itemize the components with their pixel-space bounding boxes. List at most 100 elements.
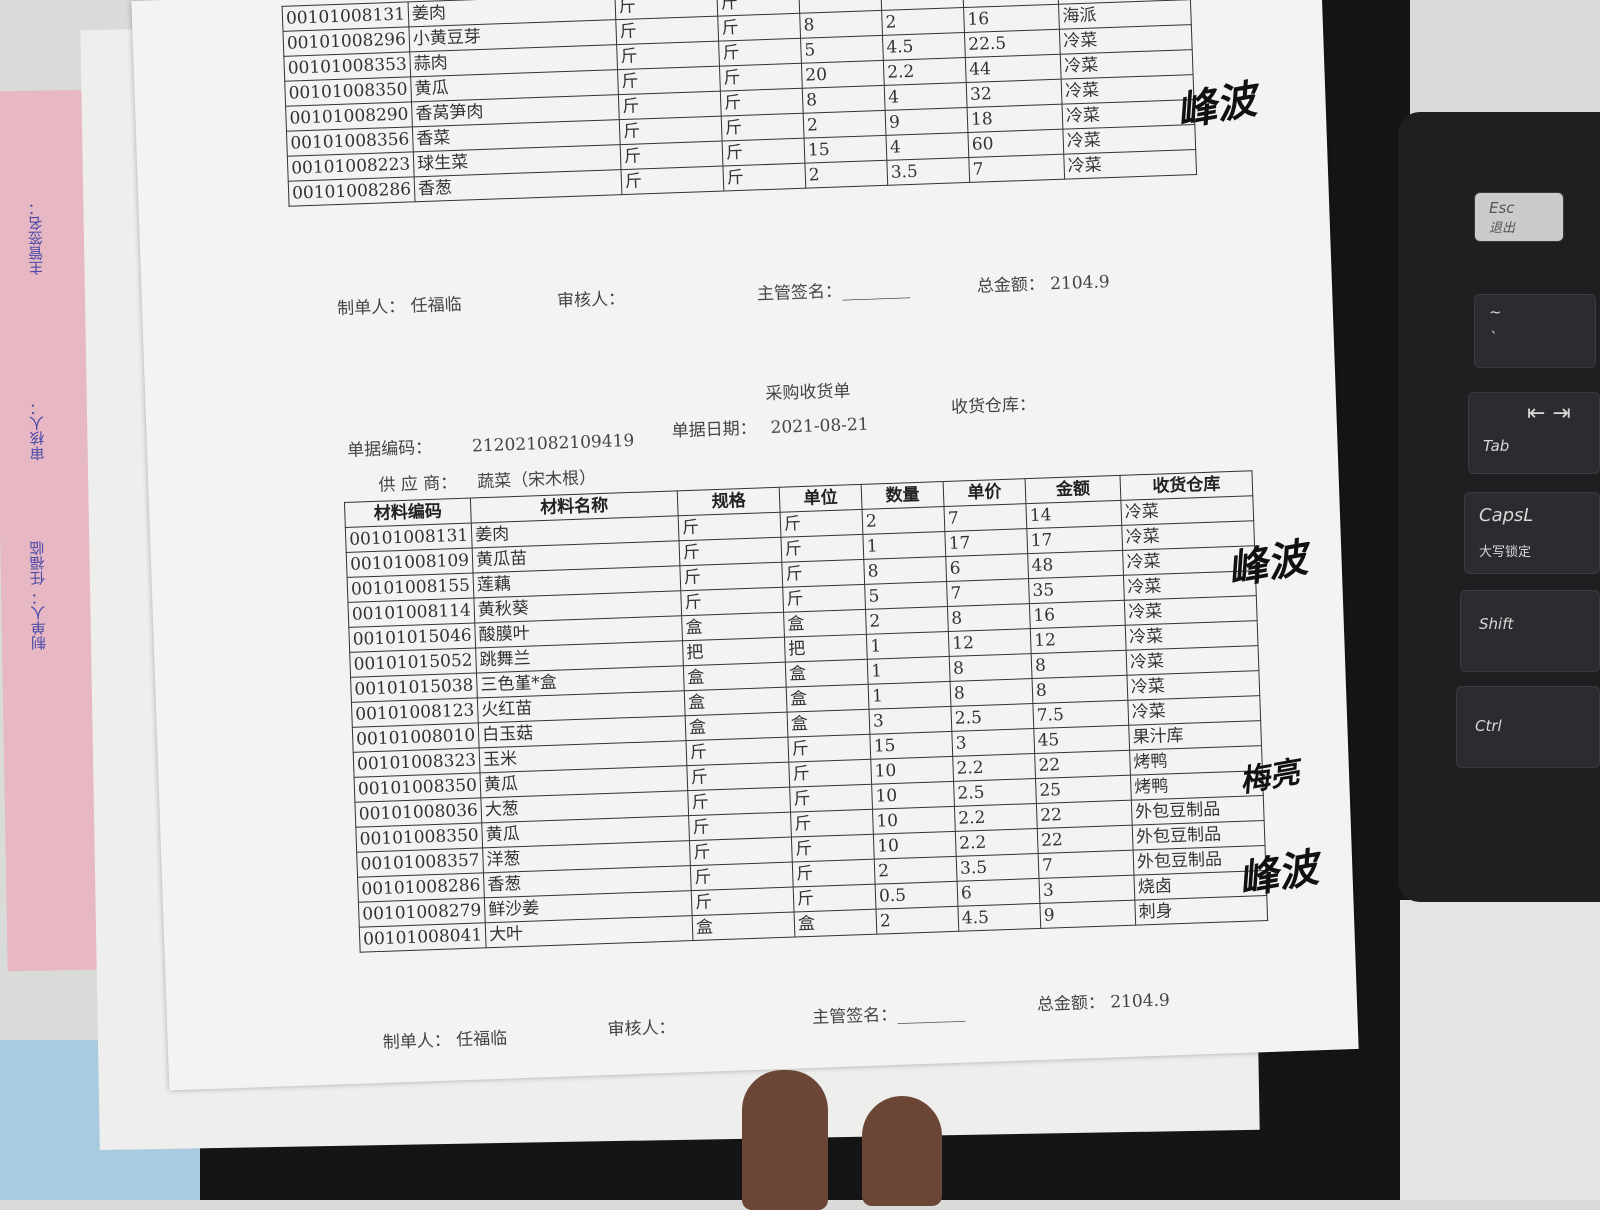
cell-spec: 盒 [683, 662, 787, 691]
cell-amount: 14 [1025, 500, 1122, 529]
cell-qty: 5 [864, 581, 948, 610]
cell-amount: 22 [1037, 825, 1134, 854]
cell-unit: 斤 [789, 784, 873, 813]
ctrl-label: Ctrl [1475, 717, 1502, 735]
cell-amount: 8 [1031, 650, 1127, 679]
maker-label: 制单人： [382, 1030, 452, 1053]
cell-amount: 44 [965, 54, 1062, 83]
cell-warehouse: 冷菜 [1063, 149, 1197, 180]
cell-spec: 盒 [692, 912, 795, 941]
cell-price: 8 [947, 603, 1031, 632]
cell-qty: 8 [799, 10, 883, 39]
ctrl-key[interactable]: Ctrl [1456, 686, 1600, 768]
cell-unit: 斤 [722, 138, 805, 167]
cell-price: 4 [884, 82, 968, 111]
doc-no: 单据编码： 212021082109419 [347, 426, 635, 461]
cell-qty: 15 [869, 731, 953, 760]
supervisor-blank: ________ [896, 1002, 966, 1025]
cell-price: 12 [948, 628, 1032, 657]
cell-qty: 10 [871, 781, 955, 810]
backtick-label: ` [1489, 329, 1497, 347]
top-total-value: 2104.9 [1049, 272, 1110, 295]
header-spec: 规格 [677, 487, 781, 516]
cell-unit: 斤 [721, 113, 805, 142]
cell-qty: 0.5 [875, 881, 958, 910]
header-amount: 金额 [1025, 475, 1121, 504]
doc-date: 单据日期： 2021-08-21 [671, 410, 869, 442]
doc-no-value: 212021082109419 [471, 430, 635, 457]
cell-unit: 斤 [780, 509, 863, 538]
finger [742, 1070, 828, 1210]
cell-unit: 斤 [793, 884, 876, 913]
cell-unit: 斤 [790, 809, 874, 838]
top-total: 总金额： 2104.9 [976, 267, 1110, 297]
warehouse-label: 收货仓库： [950, 394, 1037, 418]
pink-label-supervisor: 主管签名： [26, 200, 46, 276]
cell-unit: 斤 [788, 759, 872, 788]
cell-unit: 斤 [782, 584, 866, 613]
cell-price: 3 [951, 728, 1035, 757]
cell-amount: 7 [968, 154, 1065, 183]
top-supervisor-label: 主管签名： [756, 281, 843, 305]
tab-arrows-icon: ⇤ ⇥ [1527, 401, 1571, 426]
cell-unit: 盒 [783, 609, 867, 638]
cell-spec: 斤 [621, 166, 724, 195]
esc-key[interactable]: Esc 退出 [1474, 192, 1564, 242]
tab-label: Tab [1483, 437, 1510, 455]
reviewer-label: 审核人： [607, 1017, 676, 1041]
form-title: 采购收货单 [765, 381, 851, 405]
cell-price: 2.2 [952, 753, 1036, 782]
cell-spec: 斤 [686, 762, 790, 791]
cell-qty: 20 [801, 60, 885, 89]
cell-spec: 斤 [680, 587, 784, 616]
cell-amount: 9 [1039, 900, 1136, 929]
capslock-label: CapsL [1479, 505, 1534, 526]
supervisor: 主管签名：________ [812, 998, 966, 1028]
cell-price: 4.5 [882, 32, 966, 61]
cell-spec: 斤 [679, 562, 783, 591]
cell-amount: 25 [1035, 775, 1132, 804]
shift-key[interactable]: Shift [1460, 590, 1600, 672]
cell-unit: 斤 [781, 559, 865, 588]
cell-amount: 8 [1032, 675, 1128, 704]
capslock-sub-label: 大写锁定 [1479, 545, 1532, 560]
cell-amount: 7 [1038, 850, 1134, 879]
cell-amount: 22 [1034, 750, 1131, 779]
cell-amount: 22.5 [964, 29, 1061, 58]
cell-price: 2.5 [953, 778, 1037, 807]
capslock-key[interactable]: CapsL 大写锁定 [1464, 492, 1600, 574]
cell-amount: 35 [1028, 575, 1125, 604]
cell-unit: 斤 [722, 163, 806, 192]
total: 总金额： 2104.9 [1036, 985, 1171, 1015]
cell-amount: 45 [1033, 725, 1130, 754]
tilde-key[interactable]: ~ ` [1474, 294, 1596, 368]
esc-sub-label: 退出 [1489, 221, 1516, 236]
tab-key[interactable]: Tab ⇤ ⇥ [1468, 392, 1600, 474]
cell-qty: 2 [804, 160, 888, 189]
cell-qty: 1 [862, 531, 946, 560]
cell-qty: 2 [874, 856, 958, 885]
cell-price: 2 [881, 7, 965, 36]
cell-amount: 3 [1038, 875, 1135, 904]
pink-label-maker: 制单人： 任福临 [28, 540, 49, 651]
cell-qty: 2 [862, 506, 945, 535]
maker-value: 任福临 [455, 1028, 508, 1051]
cell-spec: 斤 [619, 116, 723, 145]
supplier-label: 供 应 商： [378, 473, 458, 496]
cell-amount: 32 [966, 79, 1062, 108]
cell-qty: 2 [803, 110, 886, 139]
cell-qty: 15 [804, 135, 887, 164]
cell-amount: 7.5 [1032, 700, 1129, 729]
top-supervisor-blank: ________ [841, 279, 911, 302]
top-maker-label: 制单人： [336, 296, 406, 320]
cell-price: 7 [946, 578, 1030, 607]
cell-amount: 12 [1030, 625, 1127, 654]
cell-amount: 17 [1026, 525, 1123, 554]
cell-unit: 斤 [720, 88, 804, 117]
cell-spec: 斤 [618, 91, 722, 120]
cell-spec: 斤 [685, 737, 789, 766]
cell-qty: 10 [870, 756, 954, 785]
doc-date-label: 单据日期： [671, 418, 757, 442]
cell-qty: 1 [866, 631, 950, 660]
cell-spec: 斤 [678, 537, 782, 566]
